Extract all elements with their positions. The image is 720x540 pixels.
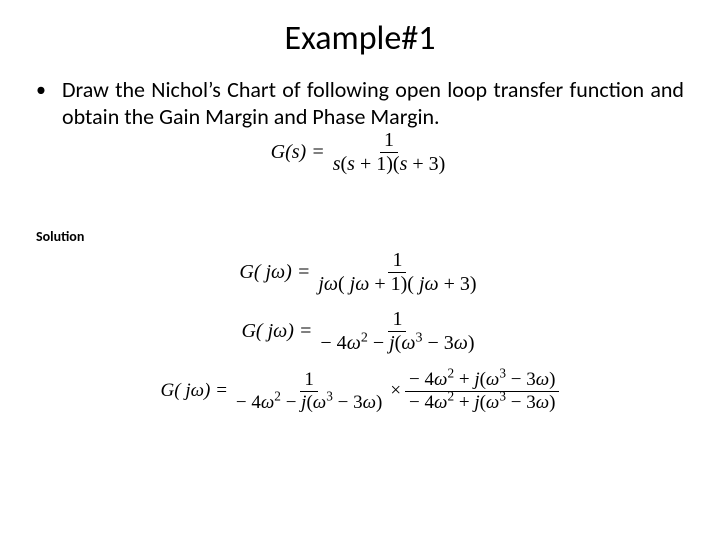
eq4-lhs: G( jω) = [161, 380, 228, 402]
eq2-den: jω( jω + 1)( jω + 3) [314, 273, 480, 296]
eq3-num: 1 [388, 308, 406, 332]
eq4-f2-num: − 4ω2 + j(ω3 − 3ω) [405, 369, 559, 392]
eq1-lhs: G(s) = [271, 141, 325, 164]
eq1-fraction: 1 s(s + 1)(s + 3) [329, 129, 450, 176]
eq2-num: 1 [388, 249, 406, 273]
eq3-den: − 4ω2 − j(ω3 − 3ω) [316, 332, 478, 355]
slide: Example#1 • Draw the Nichol’s Chart of f… [0, 0, 720, 540]
times-symbol: × [390, 380, 401, 402]
bullet-dot: • [36, 77, 46, 103]
eq2-fraction: 1 jω( jω + 1)( jω + 3) [314, 249, 480, 296]
equation-4: G( jω) = 1 − 4ω2 − j(ω3 − 3ω) × − 4ω2 + … [30, 369, 690, 414]
equation-2: G( jω) = 1 jω( jω + 1)( jω + 3) [30, 249, 690, 296]
bullet-item: • Draw the Nichol’s Chart of following o… [30, 77, 690, 131]
equation-3: G( jω) = 1 − 4ω2 − j(ω3 − 3ω) [30, 308, 690, 355]
eq4-fraction-1: 1 − 4ω2 − j(ω3 − 3ω) [232, 369, 386, 414]
bullet-text: Draw the Nichol’s Chart of following ope… [62, 77, 684, 131]
eq1-den: s(s + 1)(s + 3) [329, 153, 450, 176]
eq4-f2-den: − 4ω2 + j(ω3 − 3ω) [405, 392, 559, 414]
equation-1: G(s) = 1 s(s + 1)(s + 3) [30, 129, 690, 176]
eq3-fraction: 1 − 4ω2 − j(ω3 − 3ω) [316, 308, 478, 355]
slide-title: Example#1 [30, 18, 690, 59]
eq4-f1-num: 1 [300, 369, 318, 392]
eq1-num: 1 [380, 129, 398, 153]
eq3-lhs: G( jω) = [241, 320, 312, 343]
eq4-fraction-2: − 4ω2 + j(ω3 − 3ω) − 4ω2 + j(ω3 − 3ω) [405, 369, 559, 414]
eq4-f1-den: − 4ω2 − j(ω3 − 3ω) [232, 392, 386, 414]
eq2-lhs: G( jω) = [239, 261, 310, 284]
solution-label: Solution [36, 228, 690, 245]
